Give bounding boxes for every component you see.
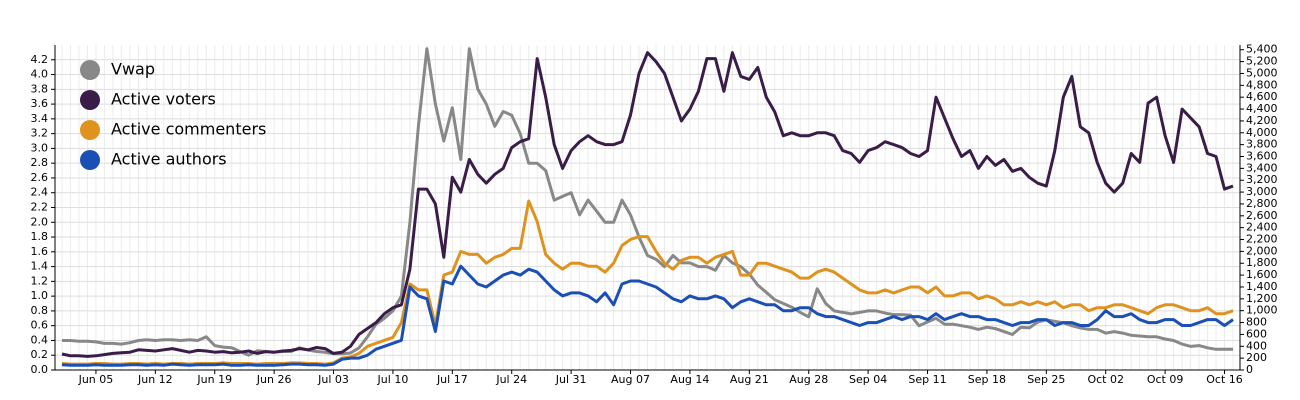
y-tick-label: 1.4	[31, 260, 49, 273]
y2-tick-label: 3,600	[1246, 149, 1278, 162]
x-tick-label: Sep 11	[908, 373, 946, 386]
legend-label: Vwap	[111, 60, 155, 79]
x-tick-label: Oct 02	[1087, 373, 1124, 386]
y2-tick-label: 1,400	[1246, 280, 1278, 293]
y-tick-label: 0.4	[31, 333, 49, 346]
x-tick-label: Aug 21	[730, 373, 769, 386]
y2-tick-label: 4,400	[1246, 102, 1278, 115]
legend-swatch	[80, 60, 100, 80]
y2-tick-label: 800	[1246, 316, 1267, 329]
legend-swatch	[80, 120, 100, 140]
y-tick-label: 3.2	[31, 127, 49, 140]
y-tick-label: 2.6	[31, 171, 49, 184]
y2-tick-label: 1,800	[1246, 256, 1278, 269]
y2-tick-label: 3,400	[1246, 161, 1278, 174]
x-tick-label: Oct 16	[1206, 373, 1243, 386]
y2-tick-label: 0	[1246, 363, 1253, 376]
series-line	[62, 47, 1233, 357]
x-tick-label: Sep 25	[1027, 373, 1065, 386]
y-tick-label: 1.6	[31, 245, 49, 258]
y-tick-label: 2.4	[31, 186, 49, 199]
legend-swatch	[80, 90, 100, 110]
x-tick-label: Jul 24	[495, 373, 527, 386]
y2-tick-label: 5,000	[1246, 66, 1278, 79]
x-tick-label: Jun 19	[196, 373, 232, 386]
y-tick-label: 0.6	[31, 319, 49, 332]
y-tick-label: 2.8	[31, 156, 49, 169]
y-tick-label: 2.2	[31, 201, 49, 214]
y-tick-label: 1.2	[31, 274, 49, 287]
y2-tick-label: 4,600	[1246, 90, 1278, 103]
series-line	[61, 264, 1234, 367]
y-tick-label: 4.2	[31, 53, 49, 66]
x-tick-label: Jul 10	[377, 373, 409, 386]
y-tick-label: 3.8	[31, 82, 49, 95]
y2-tick-label: 3,800	[1246, 138, 1278, 151]
legend-label: Active authors	[111, 150, 227, 169]
x-tick-label: Aug 07	[611, 373, 650, 386]
y2-tick-label: 4,200	[1246, 114, 1278, 127]
x-tick-label: Jul 31	[555, 373, 587, 386]
y-tick-label: 2.0	[31, 215, 49, 228]
y2-tick-label: 2,200	[1246, 233, 1278, 246]
x-tick-label: Jul 17	[436, 373, 468, 386]
series-line	[61, 51, 1234, 358]
y-tick-label: 0.8	[31, 304, 49, 317]
y2-tick-label: 2,800	[1246, 197, 1278, 210]
y-tick-label: 3.6	[31, 97, 49, 110]
y-tick-label: 1.0	[31, 289, 49, 302]
y2-tick-label: 5,400	[1246, 43, 1278, 56]
y-tick-label: 3.4	[31, 112, 49, 125]
y2-tick-label: 3,000	[1246, 185, 1278, 198]
legend-swatch	[80, 150, 100, 170]
y2-tick-label: 400	[1246, 339, 1267, 352]
x-tick-label: Sep 18	[968, 373, 1006, 386]
x-tick-label: Oct 09	[1147, 373, 1184, 386]
y2-tick-label: 1,600	[1246, 268, 1278, 281]
y2-tick-label: 1,000	[1246, 304, 1278, 317]
y2-tick-label: 2,400	[1246, 221, 1278, 234]
y-tick-label: 1.8	[31, 230, 49, 243]
y-tick-label: 3.0	[31, 141, 49, 154]
y2-tick-label: 4,000	[1246, 126, 1278, 139]
y2-tick-label: 200	[1246, 351, 1267, 364]
x-tick-label: Jun 26	[256, 373, 292, 386]
y-tick-label: 0.0	[31, 363, 49, 376]
x-tick-label: Aug 28	[789, 373, 828, 386]
x-tick-label: Jun 05	[78, 373, 114, 386]
y2-tick-label: 1,200	[1246, 292, 1278, 305]
x-tick-label: Jun 12	[137, 373, 173, 386]
y2-tick-label: 2,000	[1246, 244, 1278, 257]
y2-tick-label: 5,200	[1246, 55, 1278, 68]
y-tick-label: 4.0	[31, 68, 49, 81]
x-tick-label: Sep 04	[849, 373, 887, 386]
legend-label: Active voters	[111, 90, 216, 109]
y2-tick-label: 4,800	[1246, 78, 1278, 91]
y2-tick-label: 3,200	[1246, 173, 1278, 186]
legend-label: Active commenters	[111, 120, 266, 139]
x-tick-label: Aug 14	[670, 373, 709, 386]
y2-tick-label: 2,600	[1246, 209, 1278, 222]
y2-tick-label: 600	[1246, 327, 1267, 340]
y-tick-label: 0.2	[31, 348, 49, 361]
x-tick-label: Jul 03	[317, 373, 349, 386]
